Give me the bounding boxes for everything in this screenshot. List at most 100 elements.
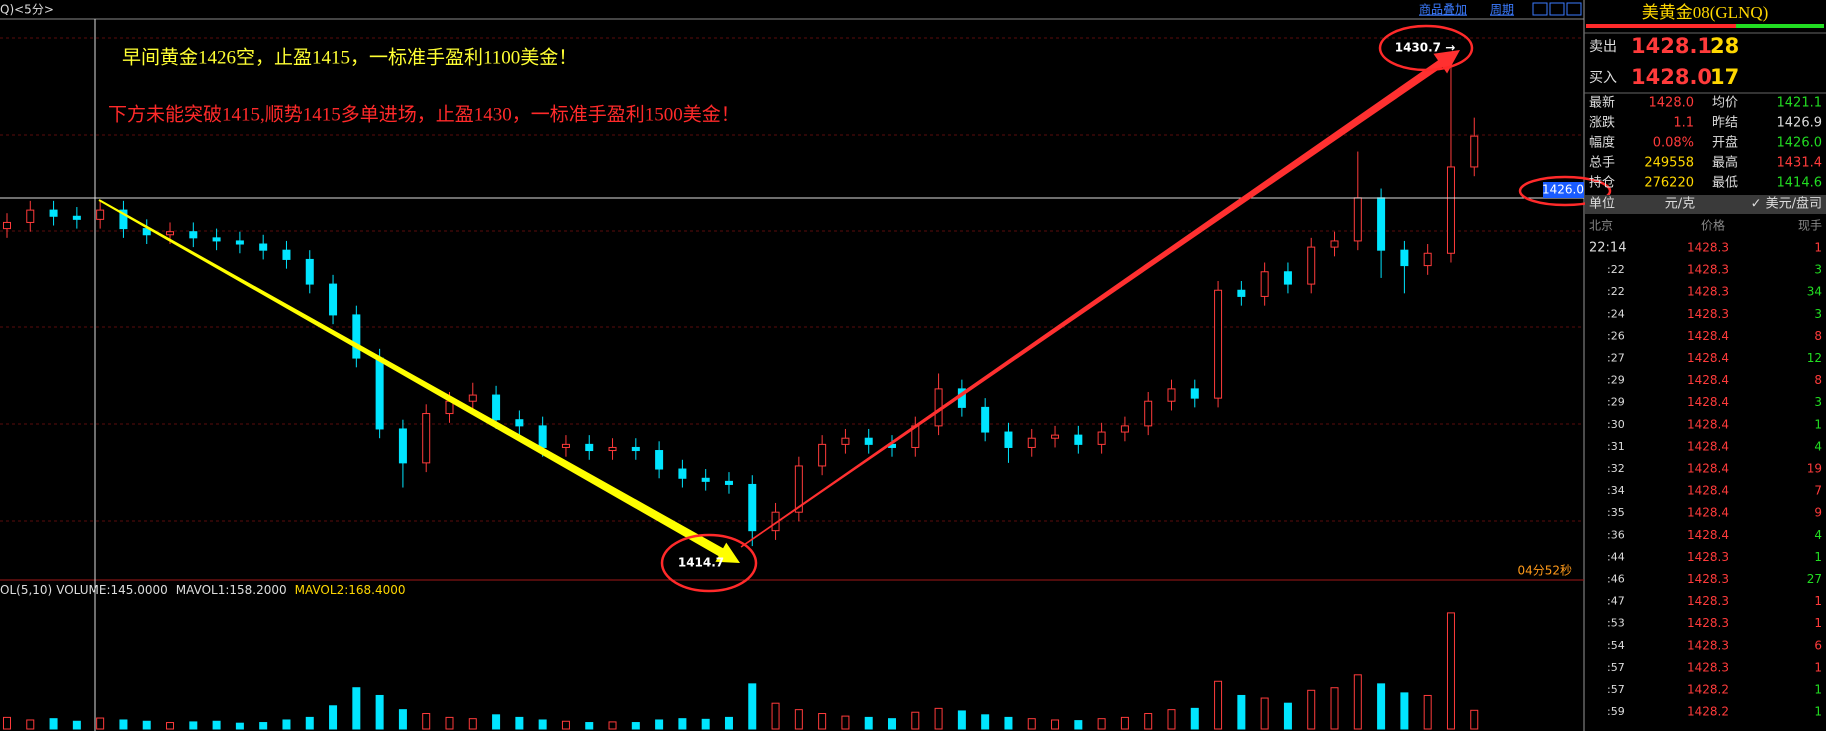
trade-price: 1428.4	[1687, 484, 1729, 498]
candle-body	[305, 258, 314, 285]
trade-qty: 4	[1814, 439, 1822, 453]
trade-price: 1428.3	[1687, 285, 1729, 299]
volume-bar	[445, 716, 454, 730]
volume-bar	[981, 714, 990, 730]
volume-bar	[212, 720, 221, 730]
volume-bar	[1167, 709, 1176, 730]
trade-price: 1428.4	[1687, 351, 1729, 365]
volume-bar	[1470, 709, 1479, 730]
volume-bar	[655, 719, 664, 730]
candle-body	[538, 425, 547, 448]
icon-button[interactable]	[1549, 2, 1565, 16]
trade-time: :57	[1607, 683, 1625, 696]
trade-time: :29	[1607, 396, 1625, 409]
candle-body	[1377, 197, 1386, 251]
stat-value: 1414.6	[1777, 176, 1823, 191]
candle-body	[678, 468, 687, 479]
candle-body	[96, 209, 105, 220]
candle-body	[1400, 249, 1409, 267]
trade-time: :35	[1607, 506, 1625, 519]
volume-bar	[1004, 716, 1013, 730]
stat-label: 涨跌	[1589, 115, 1615, 131]
quote-label: 买入	[1589, 70, 1617, 86]
icon-button[interactable]	[1532, 2, 1548, 16]
candle-body	[1051, 434, 1060, 439]
volume-bar	[515, 716, 524, 730]
candle-body	[166, 231, 175, 236]
volume-bar	[492, 714, 501, 730]
unit-label: 单位	[1589, 197, 1615, 212]
bar-green	[1736, 24, 1824, 28]
tab-label[interactable]: Q)<5分>	[0, 3, 54, 17]
volume-bars	[2, 612, 1479, 730]
trade-qty: 27	[1807, 572, 1822, 586]
trade-time: :54	[1607, 639, 1625, 652]
quote-title: 美黄金08(GLNQ)	[1642, 3, 1769, 22]
candle-body	[1260, 271, 1269, 297]
volume-bar	[375, 694, 384, 730]
candle-body	[492, 394, 501, 421]
trade-time: :22	[1607, 263, 1625, 276]
candle-body	[1120, 425, 1129, 433]
volume-legend: OL(5,10) VOLUME:145.0000 MAVOL1:158.2000 MA…	[0, 583, 406, 597]
stat-value: 1431.4	[1777, 156, 1823, 171]
volume-bar	[259, 722, 268, 730]
volume-bar	[538, 719, 547, 730]
quote-price: 1428.1	[1631, 34, 1712, 58]
volume-bar	[26, 719, 35, 730]
volume-bar	[1051, 719, 1060, 730]
trade-price: 1428.3	[1687, 594, 1729, 608]
candle-body	[1283, 271, 1292, 285]
trade-qty: 19	[1807, 462, 1822, 476]
candle-body	[1423, 252, 1432, 267]
volume-bar	[2, 716, 11, 730]
candle-body	[1307, 246, 1316, 285]
stat-value: 276220	[1644, 176, 1694, 191]
volume-bar	[771, 702, 780, 730]
price-circle	[1518, 175, 1612, 207]
candle-body	[1167, 388, 1176, 402]
candle-body	[1074, 434, 1083, 445]
candle-body	[375, 357, 384, 430]
trade-qty: 1	[1814, 683, 1822, 697]
volume-bar	[398, 709, 407, 730]
candle-body	[1214, 289, 1223, 399]
volume-bar	[142, 720, 151, 730]
volume-bar	[1377, 683, 1386, 730]
volume-bar	[1097, 718, 1106, 730]
volume-bar	[1027, 718, 1036, 730]
candle-body	[981, 406, 990, 433]
trade-price: 1428.3	[1687, 263, 1729, 277]
legend-item: OL(5,10)	[0, 583, 52, 597]
volume-bar	[72, 720, 81, 730]
quote-price: 1428.0	[1631, 65, 1712, 89]
trade-time: :27	[1607, 352, 1625, 365]
candle-body	[748, 483, 757, 532]
candle-body	[841, 437, 850, 445]
stat-label: 昨结	[1712, 116, 1738, 131]
trade-price: 1428.4	[1687, 417, 1729, 431]
volume-bar	[235, 722, 244, 730]
trade-time: :34	[1607, 484, 1625, 497]
grid	[0, 37, 1584, 522]
volume-bar	[352, 687, 361, 730]
volume-bar	[1446, 612, 1455, 730]
trade-price: 1428.3	[1687, 638, 1729, 652]
icon-button[interactable]	[1566, 2, 1582, 16]
trade-qty: 4	[1814, 528, 1822, 542]
trade-time: :59	[1607, 705, 1625, 718]
candle-body	[282, 249, 291, 260]
candle-body	[701, 477, 710, 482]
volume-bar	[748, 683, 757, 730]
trade-price: 1428.4	[1687, 462, 1729, 476]
volume-bar	[608, 721, 617, 730]
volume-bar	[305, 716, 314, 730]
overlay-link[interactable]: 商品叠加	[1419, 2, 1467, 17]
unit-row	[1585, 195, 1826, 214]
arrows	[98, 50, 1460, 564]
period-link[interactable]: 周期	[1490, 3, 1514, 17]
candle-body	[2, 221, 11, 230]
trade-qty: 8	[1814, 329, 1822, 343]
